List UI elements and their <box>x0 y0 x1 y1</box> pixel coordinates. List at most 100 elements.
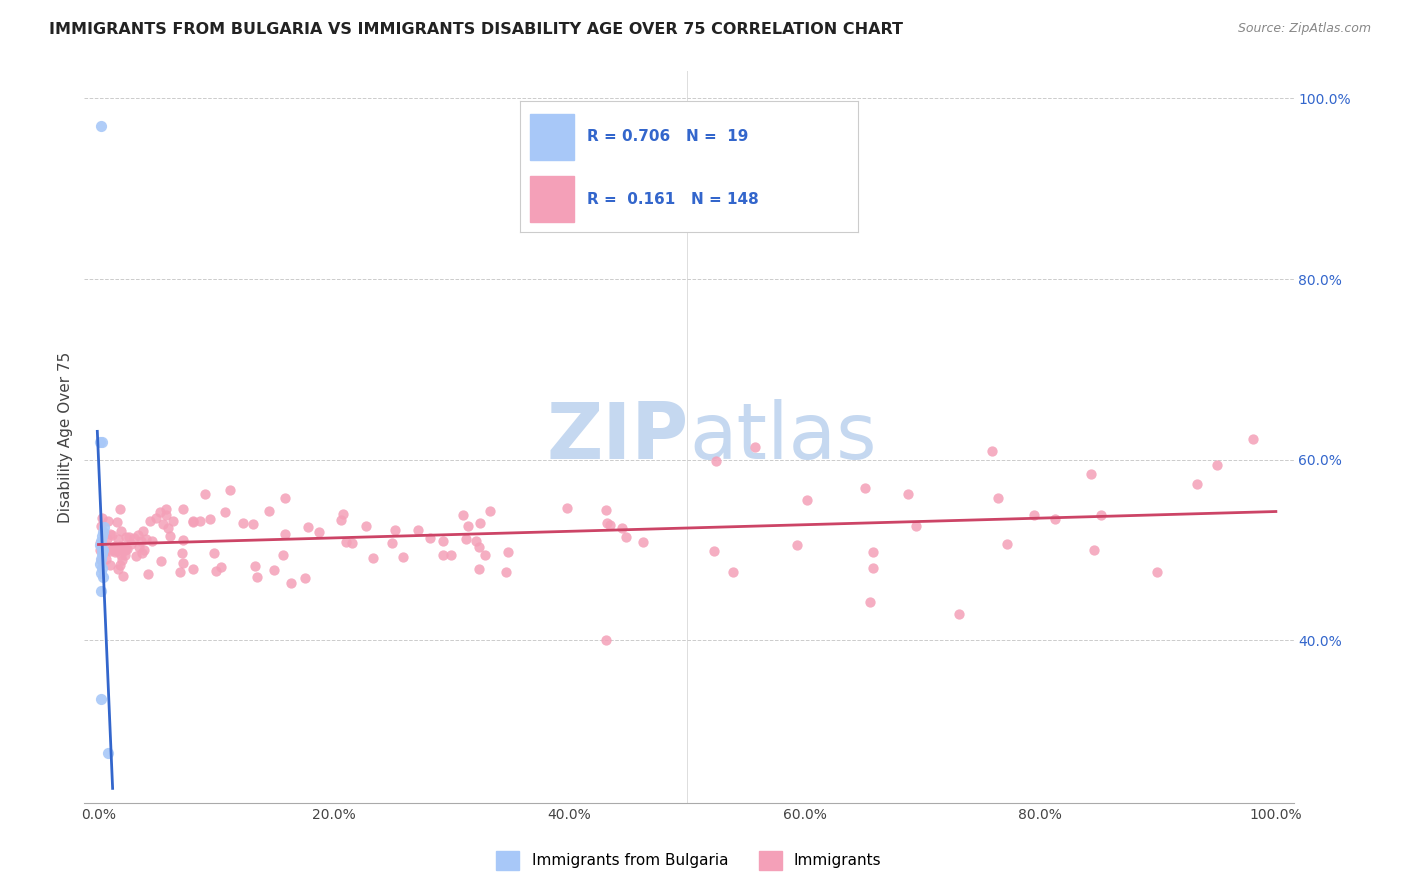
Point <box>162 514 184 528</box>
Point <box>91 543 114 558</box>
Point <box>232 516 254 531</box>
Point <box>111 553 134 567</box>
Point <box>139 514 162 528</box>
Point <box>1043 512 1066 526</box>
Point <box>274 526 297 541</box>
Point <box>90 692 112 706</box>
Point <box>136 567 159 582</box>
Point <box>93 526 115 541</box>
Point <box>467 562 489 576</box>
Point <box>172 533 194 547</box>
Point <box>128 540 150 554</box>
Point <box>723 565 745 579</box>
Point <box>114 543 136 558</box>
Point <box>117 529 139 543</box>
Point <box>91 434 114 449</box>
Point <box>392 550 415 565</box>
Text: atlas: atlas <box>689 399 876 475</box>
Point <box>172 546 194 560</box>
Point <box>204 564 226 578</box>
Point <box>1083 542 1105 557</box>
Point <box>198 512 221 526</box>
Point <box>90 533 112 548</box>
Point <box>89 557 111 571</box>
Text: Source: ZipAtlas.com: Source: ZipAtlas.com <box>1237 22 1371 36</box>
Point <box>280 575 302 590</box>
Y-axis label: Disability Age Over 75: Disability Age Over 75 <box>58 351 73 523</box>
Point <box>995 537 1018 551</box>
Point <box>1146 566 1168 580</box>
Point <box>453 508 475 522</box>
Point <box>246 570 269 584</box>
Point <box>94 552 117 566</box>
Point <box>172 501 194 516</box>
Point <box>96 543 118 558</box>
Point <box>150 553 173 567</box>
Point <box>332 508 354 522</box>
Point <box>335 535 357 549</box>
Point <box>181 515 204 529</box>
Point <box>155 502 177 516</box>
Point <box>796 492 818 507</box>
Point <box>103 540 125 554</box>
Point <box>361 550 384 565</box>
Point <box>132 543 155 558</box>
Point <box>103 543 125 558</box>
Point <box>440 548 463 562</box>
Point <box>104 539 127 553</box>
Point <box>245 559 267 574</box>
Point <box>105 544 128 558</box>
Point <box>181 514 204 528</box>
Point <box>100 558 122 572</box>
Point <box>101 527 124 541</box>
Point <box>90 119 112 133</box>
Point <box>595 502 617 516</box>
Point <box>209 560 232 574</box>
Point <box>157 521 180 535</box>
Point <box>90 510 112 524</box>
Point <box>555 501 578 516</box>
Point <box>219 483 242 497</box>
Point <box>354 518 377 533</box>
Point <box>107 562 129 576</box>
Point <box>202 546 225 560</box>
Point <box>704 454 727 468</box>
Point <box>340 535 363 549</box>
Point <box>89 538 111 552</box>
Point <box>297 520 319 534</box>
Point <box>149 505 172 519</box>
Point <box>89 536 111 550</box>
Point <box>91 548 114 562</box>
Point <box>986 491 1008 505</box>
Point <box>274 491 297 505</box>
Point <box>862 545 884 559</box>
Point <box>108 501 131 516</box>
Point <box>108 558 131 572</box>
Point <box>104 544 127 558</box>
Point <box>1024 508 1046 522</box>
Point <box>468 540 491 554</box>
Point <box>381 535 404 549</box>
Point <box>98 544 121 558</box>
Point <box>90 566 112 580</box>
Point <box>91 561 114 575</box>
Point <box>744 440 766 454</box>
Point <box>853 481 876 495</box>
Point <box>132 524 155 539</box>
Point <box>108 541 131 555</box>
Point <box>980 444 1002 458</box>
Point <box>188 515 211 529</box>
Point <box>131 546 153 560</box>
Point <box>496 545 519 559</box>
Point <box>152 517 174 532</box>
Point <box>1205 458 1227 473</box>
Point <box>141 534 163 549</box>
Text: IMMIGRANTS FROM BULGARIA VS IMMIGRANTS DISABILITY AGE OVER 75 CORRELATION CHART: IMMIGRANTS FROM BULGARIA VS IMMIGRANTS D… <box>49 22 903 37</box>
Point <box>89 543 111 558</box>
Legend: Immigrants from Bulgaria, Immigrants: Immigrants from Bulgaria, Immigrants <box>491 845 887 876</box>
Point <box>90 537 112 551</box>
Point <box>91 524 114 539</box>
Point <box>155 508 177 522</box>
Point <box>859 594 882 608</box>
Point <box>111 569 134 583</box>
